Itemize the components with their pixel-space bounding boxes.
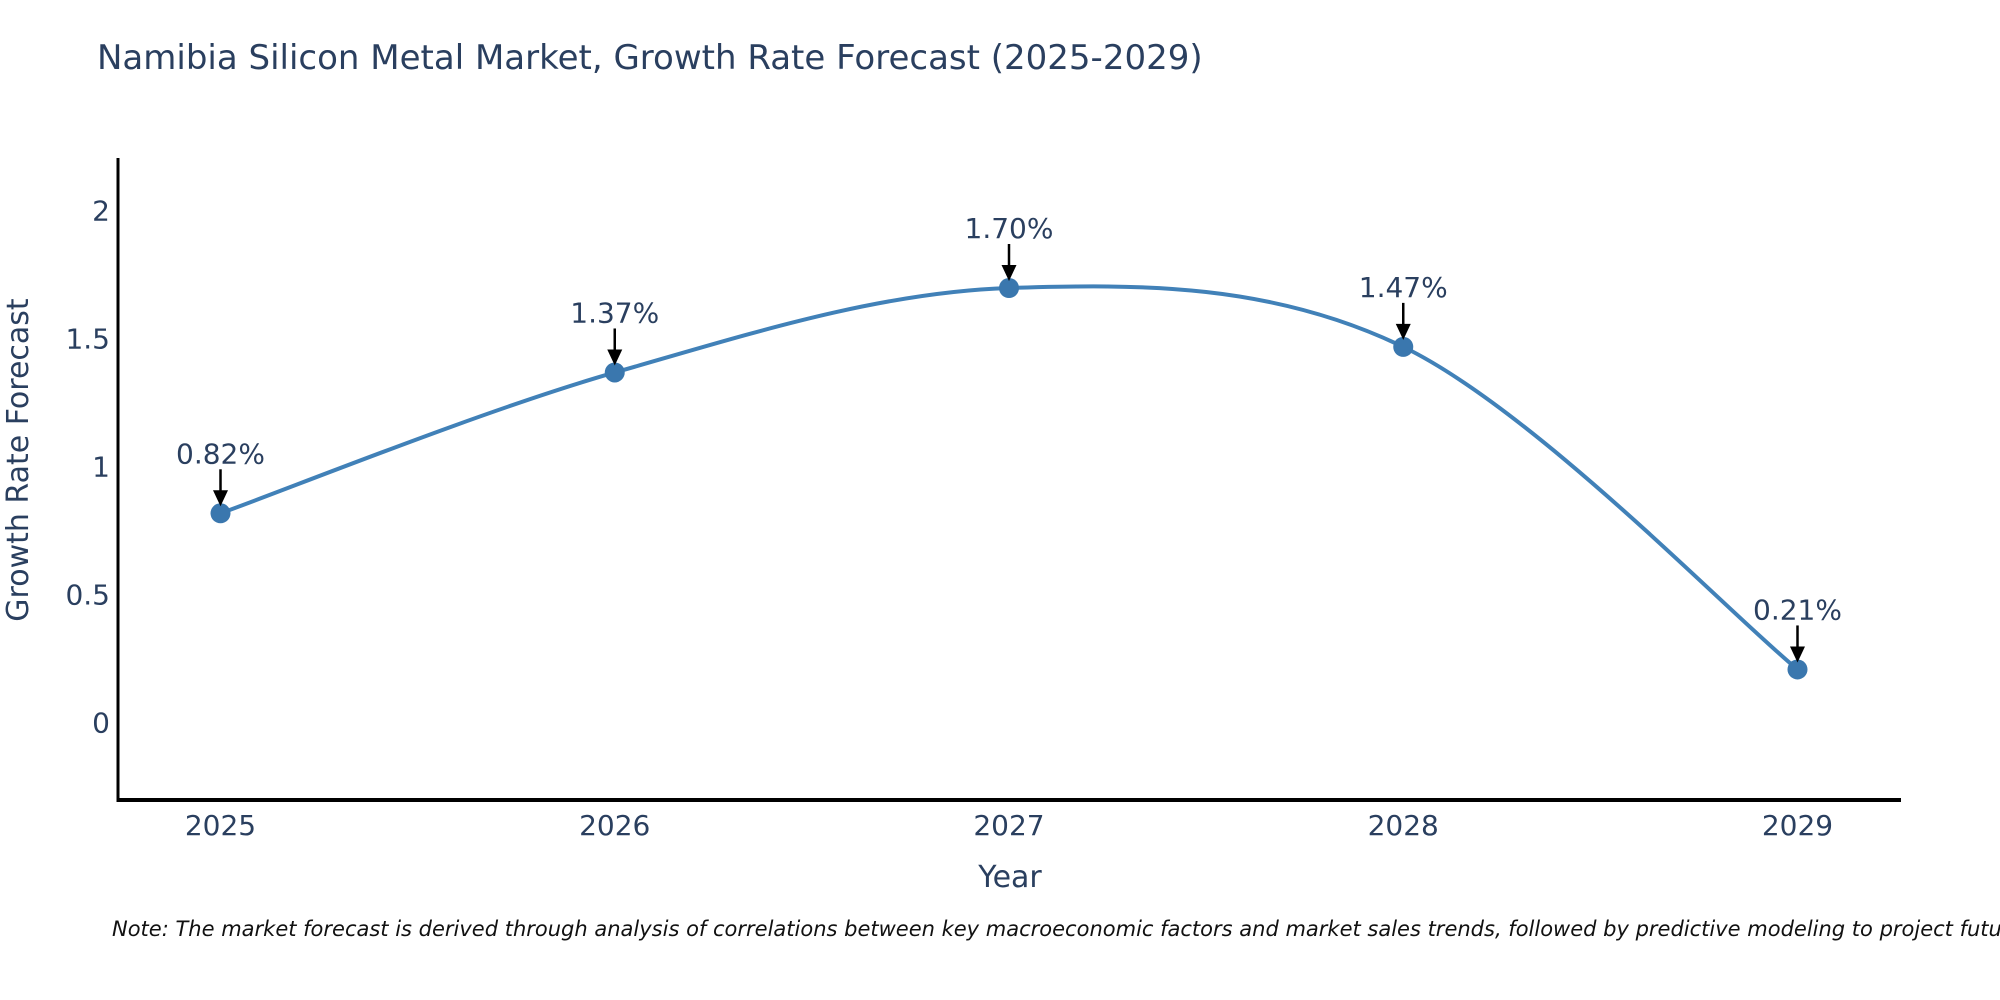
data-point-marker	[1787, 659, 1808, 680]
data-point-marker	[604, 362, 625, 383]
x-tick-label: 2025	[185, 809, 256, 842]
chart-title: Namibia Silicon Metal Market, Growth Rat…	[97, 38, 1203, 78]
y-axis-title: Growth Rate Forecast	[1, 298, 36, 622]
data-point-marker	[999, 278, 1019, 298]
annotation-arrowhead-icon	[607, 349, 623, 366]
y-tick-label: 2	[92, 195, 110, 228]
point-value-label: 1.47%	[1359, 271, 1448, 304]
y-tick-label: 1.5	[65, 323, 110, 356]
x-axis-tick-labels: 2025 2026 2027 2028 2029	[185, 809, 1833, 842]
point-value-label: 1.70%	[965, 212, 1054, 245]
series-line-path	[218, 284, 1800, 672]
x-tick-label: 2026	[579, 809, 650, 842]
y-tick-label: 1	[92, 451, 110, 484]
data-point-marker	[210, 503, 231, 524]
x-tick-label: 2029	[1762, 809, 1833, 842]
x-axis-title: Year	[977, 860, 1042, 895]
y-axis-tick-labels: 0 0.5 1 1.5 2	[65, 195, 110, 740]
annotation-arrowhead-icon	[1395, 323, 1411, 340]
point-annotations: 0.82% 1.37% 1.70% 1.47% 0.21%	[176, 212, 1842, 663]
annotation-arrowhead-icon	[213, 490, 229, 507]
chart-footnote: Note: The market forecast is derived thr…	[112, 917, 2000, 941]
x-tick-label: 2027	[973, 809, 1044, 842]
x-tick-label: 2028	[1368, 809, 1439, 842]
point-value-label: 0.82%	[176, 437, 265, 470]
data-point-marker	[1393, 336, 1414, 357]
data-series	[210, 278, 1808, 680]
annotation-arrowhead-icon	[1001, 265, 1017, 281]
point-value-label: 1.37%	[570, 296, 659, 329]
annotation-arrowhead-icon	[1789, 646, 1805, 663]
point-value-label: 0.21%	[1753, 593, 1842, 626]
y-tick-label: 0	[92, 707, 110, 740]
y-tick-label: 0.5	[65, 579, 110, 612]
